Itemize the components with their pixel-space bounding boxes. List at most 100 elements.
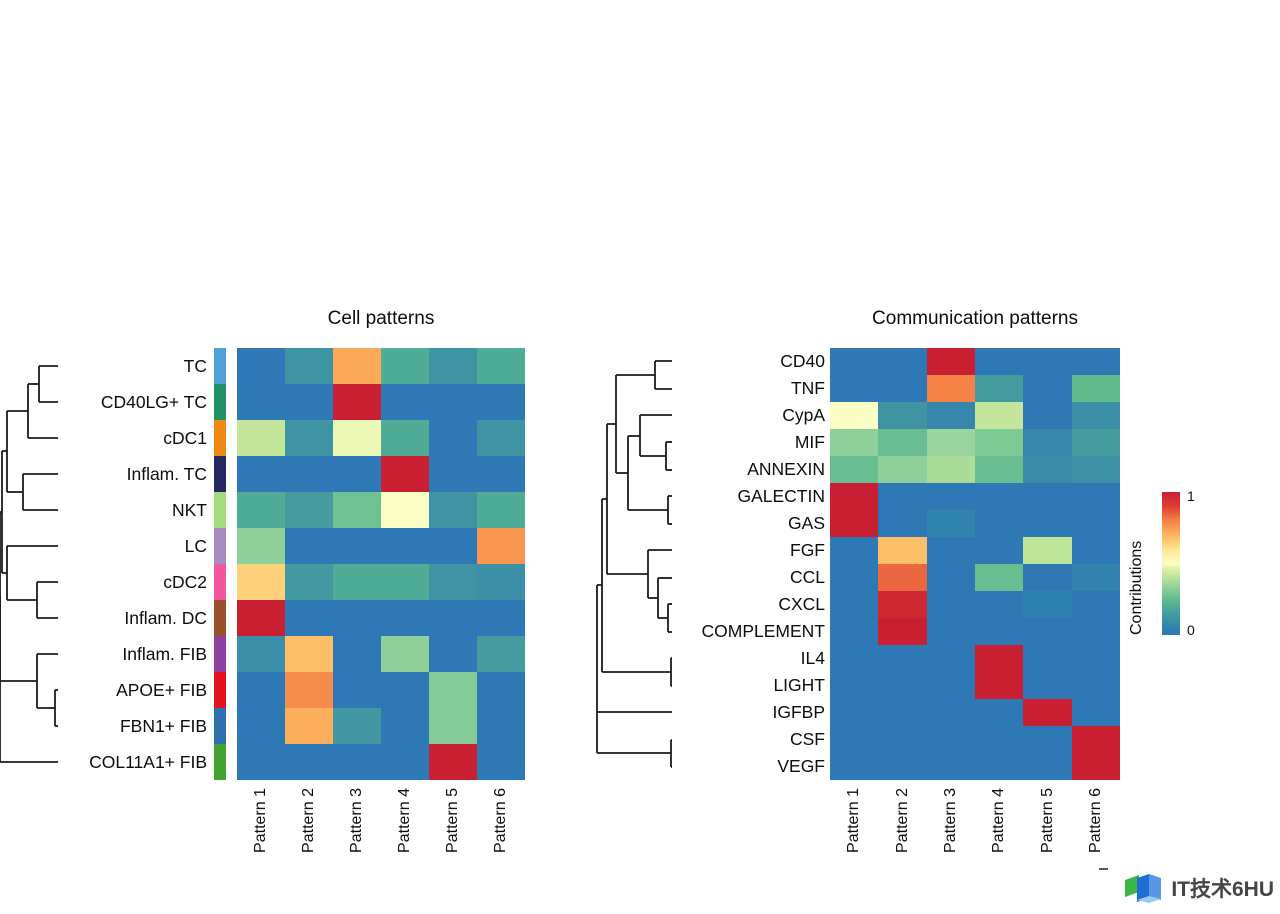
- heatmap-cell: [381, 420, 429, 456]
- heatmap-cell: [381, 564, 429, 600]
- column-label: Pattern 2: [893, 788, 911, 853]
- heatmap-cell: [974, 591, 1024, 618]
- communication-patterns-title: Communication patterns: [872, 308, 1078, 329]
- row-label: TNF: [790, 378, 825, 398]
- heatmap-cell: [974, 564, 1024, 591]
- heatmap-cell: [1023, 564, 1072, 591]
- column-label: Pattern 5: [444, 788, 461, 853]
- heatmap-cell: [237, 456, 285, 492]
- heatmap-cell: [878, 537, 927, 564]
- heatmap-cell: [285, 564, 333, 600]
- row-label: CCL: [789, 567, 825, 587]
- heatmap-cell: [237, 600, 285, 636]
- heatmap-cell: [1023, 699, 1072, 726]
- heatmap-cell: [381, 348, 429, 384]
- heatmap-cell: [830, 564, 879, 591]
- heatmap-cell: [237, 708, 285, 744]
- heatmap-cell: [926, 402, 975, 429]
- heatmap-cell: [974, 645, 1024, 672]
- cell-patterns-title: Cell patterns: [327, 308, 435, 329]
- column-label: Pattern 6: [492, 788, 509, 853]
- heatmap-cell: [878, 753, 927, 780]
- row-annotation-color: [214, 384, 226, 420]
- row-label: GAS: [788, 513, 825, 533]
- row-annotation-color: [214, 492, 226, 528]
- heatmap-cell: [237, 492, 285, 528]
- heatmap-cell: [429, 348, 477, 384]
- watermark-logo-icon: [1125, 874, 1162, 903]
- row-annotation-color: [214, 744, 226, 780]
- heatmap-cell: [285, 384, 333, 420]
- heatmap-cell: [1071, 375, 1120, 402]
- column-label: Pattern 4: [396, 788, 413, 853]
- heatmap-cell: [830, 429, 879, 456]
- row-label: ANNEXIN: [747, 459, 825, 479]
- heatmap-cell: [285, 456, 333, 492]
- heatmap-cell: [381, 456, 429, 492]
- heatmap-cell: [1071, 618, 1120, 645]
- heatmap-cell: [1023, 375, 1072, 402]
- heatmap-cell: [237, 348, 285, 384]
- heatmap-cell: [237, 528, 285, 564]
- heatmap-cell: [477, 348, 525, 384]
- heatmap-cell: [381, 672, 429, 708]
- heatmap-cell: [878, 726, 927, 753]
- heatmap-cell: [1023, 348, 1072, 375]
- heatmap-cell: [974, 456, 1024, 483]
- legend-max-tick: 1: [1187, 488, 1195, 504]
- heatmap-cell: [878, 348, 927, 375]
- heatmap-cell: [1023, 429, 1072, 456]
- heatmap-cell: [429, 636, 477, 672]
- heatmap-cell: [429, 744, 477, 780]
- row-label: COL11A1+ FIB: [89, 751, 207, 772]
- heatmap-cell: [429, 528, 477, 564]
- column-label: Pattern 5: [1038, 788, 1056, 853]
- row-label: cDC1: [163, 427, 207, 448]
- heatmap-cell: [926, 429, 975, 456]
- heatmap-cell: [878, 645, 927, 672]
- heatmap-cell: [285, 708, 333, 744]
- heatmap-cell: [1023, 402, 1072, 429]
- heatmap-cell: [830, 348, 879, 375]
- heatmap-cell: [974, 753, 1024, 780]
- row-label: LIGHT: [773, 675, 825, 695]
- heatmap-cell: [1023, 753, 1072, 780]
- row-label: CypA: [782, 405, 825, 425]
- heatmap-cell: [878, 591, 927, 618]
- heatmap-cell: [1023, 726, 1072, 753]
- heatmap-cell: [333, 600, 381, 636]
- row-label: VEGF: [777, 756, 825, 776]
- row-label: Inflam. FIB: [122, 643, 207, 664]
- heatmap-cell: [1023, 591, 1072, 618]
- heatmap-cell: [333, 492, 381, 528]
- row-label: CD40LG+ TC: [100, 391, 207, 412]
- heatmap-cell: [878, 699, 927, 726]
- heatmap-cell: [381, 600, 429, 636]
- stray-mark: [1099, 868, 1108, 870]
- heatmap-cell: [926, 672, 975, 699]
- heatmap-cell: [333, 348, 381, 384]
- heatmap-cell: [878, 429, 927, 456]
- row-label: TC: [183, 355, 207, 376]
- heatmap-cell: [477, 456, 525, 492]
- row-label: Inflam. DC: [124, 607, 207, 628]
- heatmap-cell: [333, 708, 381, 744]
- communication-patterns-heatmap: [830, 348, 1120, 780]
- row-annotation-color: [214, 564, 226, 600]
- row-label: APOE+ FIB: [116, 679, 207, 700]
- heatmap-cell: [381, 384, 429, 420]
- heatmap-cell: [878, 402, 927, 429]
- row-label: FGF: [790, 540, 825, 560]
- legend-min-tick: 0: [1187, 622, 1195, 638]
- heatmap-cell: [974, 348, 1024, 375]
- row-label: CXCL: [778, 594, 825, 614]
- column-label: Pattern 1: [252, 788, 269, 853]
- heatmap-cell: [1071, 483, 1120, 510]
- row-label: cDC2: [163, 571, 207, 592]
- heatmap-cell: [926, 348, 975, 375]
- heatmap-cell: [830, 483, 879, 510]
- heatmap-cell: [285, 348, 333, 384]
- heatmap-cell: [926, 564, 975, 591]
- heatmap-cell: [1023, 672, 1072, 699]
- heatmap-cell: [830, 645, 879, 672]
